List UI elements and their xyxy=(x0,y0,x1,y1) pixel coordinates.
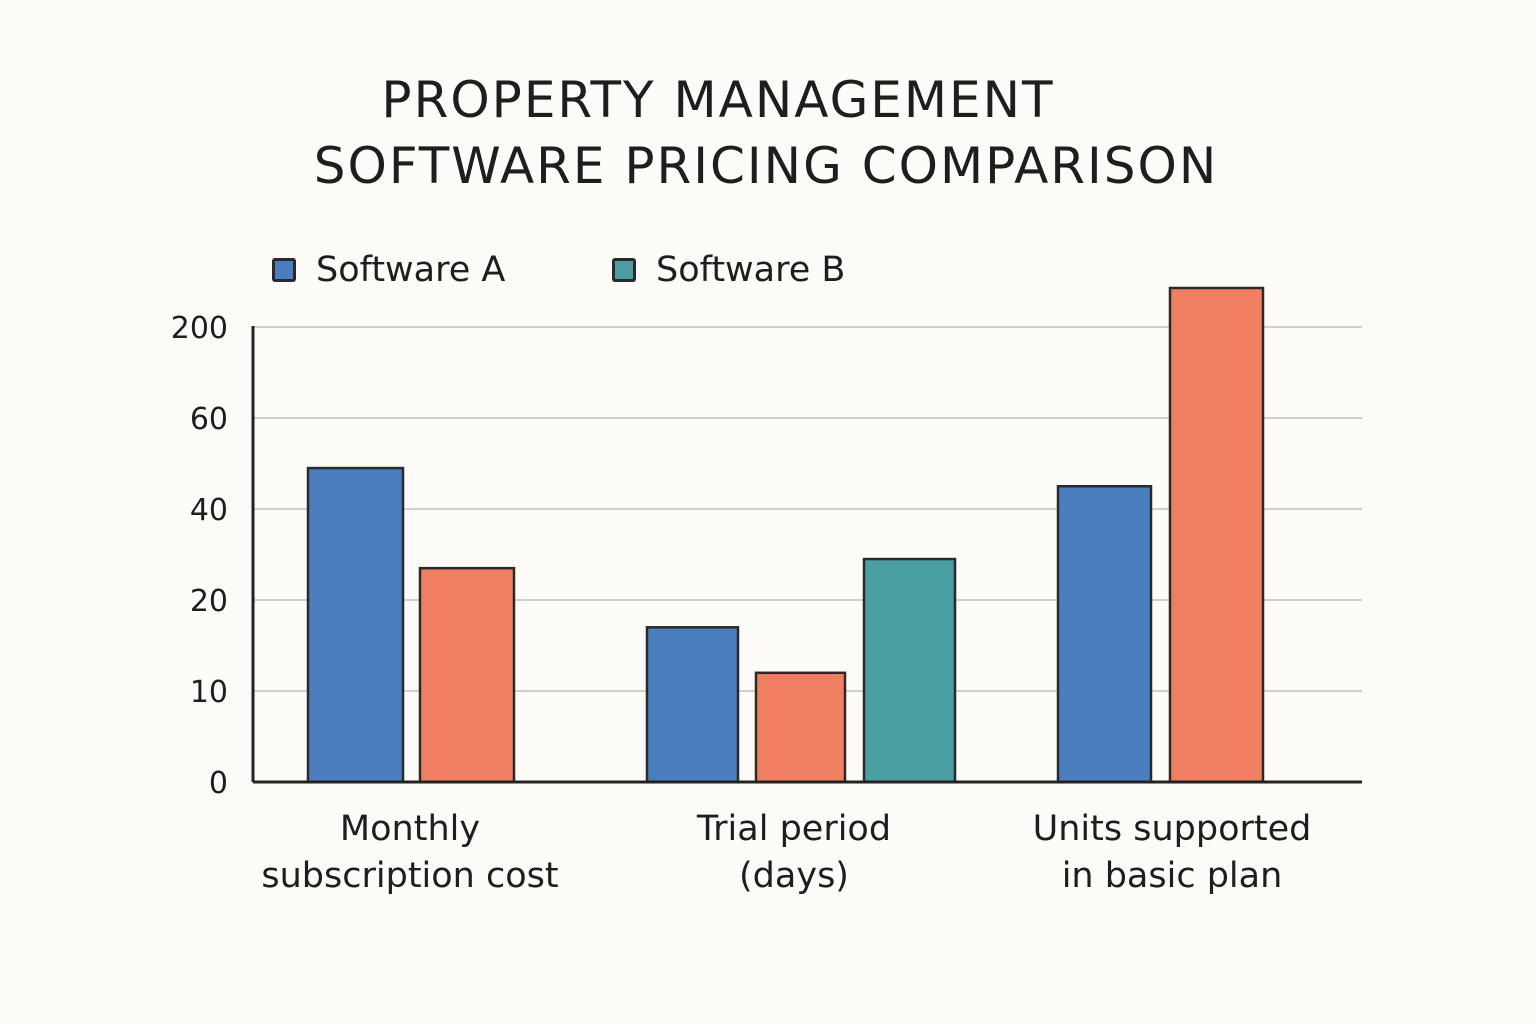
legend-label: Software B xyxy=(656,250,846,290)
legend-swatch-software-a xyxy=(272,258,296,282)
x-label-line: (days) xyxy=(739,856,849,896)
x-label-units: Units supported in basic plan xyxy=(962,806,1382,900)
y-tick-label: 200 xyxy=(171,311,228,346)
legend-item-software-a: Software A xyxy=(272,250,505,290)
x-label-line: Units supported xyxy=(1032,809,1312,849)
chart-title-line-1: PROPERTY MANAGEMENT xyxy=(381,71,1055,129)
bar-series-2-cat-2 xyxy=(754,671,847,784)
legend-swatch-software-b xyxy=(612,258,636,282)
y-tick-label: 60 xyxy=(190,402,228,437)
bar-software-b-cat-2 xyxy=(862,557,957,784)
x-label-monthly: Monthly subscription cost xyxy=(200,806,620,900)
legend-label: Software A xyxy=(316,250,506,290)
x-label-trial: Trial period (days) xyxy=(584,806,1004,900)
y-tick-label: 0 xyxy=(209,766,228,801)
bar-series-2-cat-1 xyxy=(418,566,516,784)
y-tick-label: 10 xyxy=(190,675,228,710)
chart-title-line-2: SOFTWARE PRICING COMPARISON xyxy=(313,137,1219,195)
y-tick-label: 40 xyxy=(190,493,228,528)
x-label-line: Trial period xyxy=(696,809,892,849)
legend-item-software-b: Software B xyxy=(612,250,845,290)
x-label-line: in basic plan xyxy=(1061,856,1283,896)
bar-software-a-cat-3 xyxy=(1056,485,1153,784)
bar-series-2-cat-3 xyxy=(1168,286,1265,784)
bar-software-a-cat-2 xyxy=(645,626,740,784)
bar-software-a-cat-1 xyxy=(306,466,405,784)
y-tick-label: 20 xyxy=(190,584,228,619)
x-label-line: subscription cost xyxy=(261,856,559,896)
x-label-line: Monthly xyxy=(339,809,481,849)
